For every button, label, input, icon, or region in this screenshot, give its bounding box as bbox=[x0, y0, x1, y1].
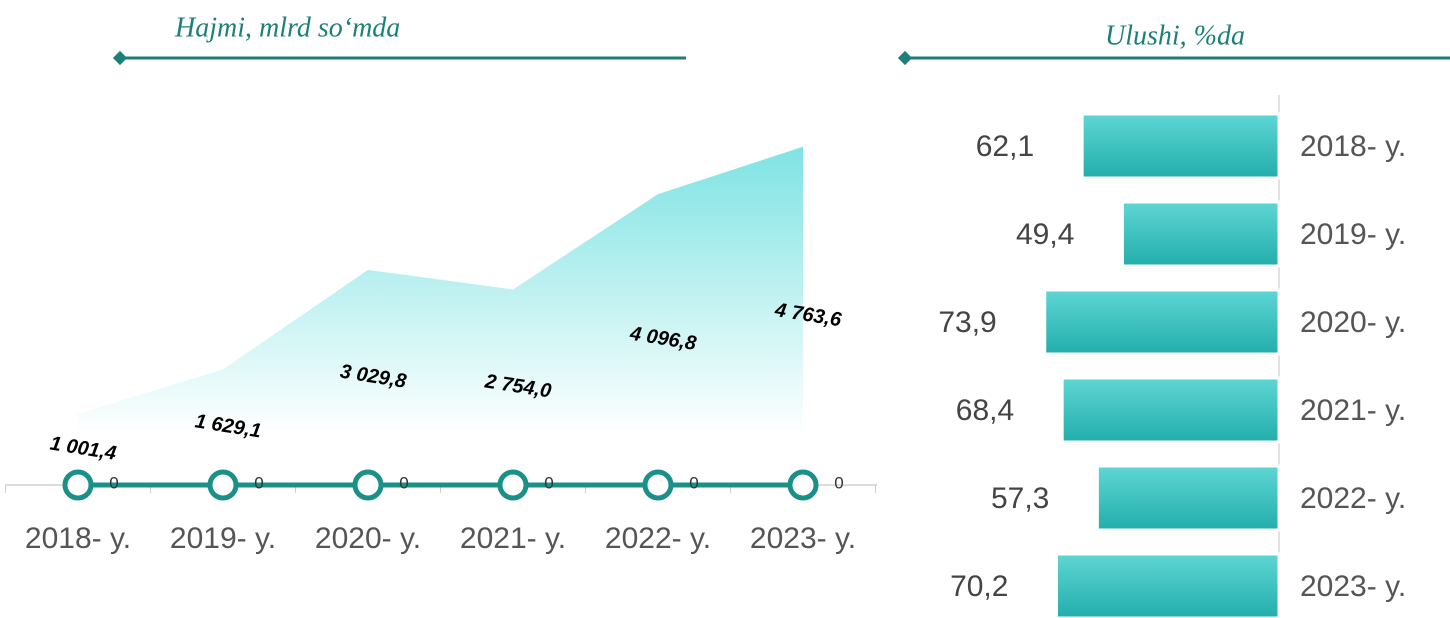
y-tick-label: 2018- y. bbox=[1300, 130, 1406, 163]
data-label: 68,4 bbox=[956, 394, 1014, 427]
data-label: 0 bbox=[544, 473, 553, 492]
y-tick-label: 2019- y. bbox=[1300, 218, 1406, 251]
marker bbox=[207, 469, 239, 501]
data-label: 73,9 bbox=[938, 306, 996, 339]
bar bbox=[1060, 376, 1281, 444]
title-diamond bbox=[897, 50, 913, 66]
data-label: 57,3 bbox=[991, 482, 1049, 515]
marker bbox=[352, 469, 384, 501]
right-header: Ulushi, %da bbox=[897, 20, 1450, 66]
data-label: 0 bbox=[399, 473, 408, 492]
bar bbox=[1080, 112, 1281, 180]
x-tick-label: 2022- y. bbox=[605, 522, 711, 555]
bar bbox=[1043, 288, 1281, 356]
data-label: 70,2 bbox=[950, 570, 1008, 603]
x-tick-label: 2019- y. bbox=[170, 522, 276, 555]
bar bbox=[1095, 464, 1281, 532]
y-tick-label: 2022- y. bbox=[1300, 482, 1406, 515]
left-header: Hajmi, mlrd so‘mda bbox=[112, 12, 686, 66]
x-tick-label: 2020- y. bbox=[315, 522, 421, 555]
data-label: 0 bbox=[254, 473, 263, 492]
area bbox=[78, 146, 803, 485]
x-tick-label: 2023- y. bbox=[750, 522, 856, 555]
chart-title: Ulushi, %da bbox=[1105, 20, 1245, 51]
data-label: 0 bbox=[834, 473, 843, 492]
marker bbox=[787, 469, 819, 501]
data-label: 49,4 bbox=[1016, 218, 1074, 251]
marker bbox=[497, 469, 529, 501]
y-tick-label: 2023- y. bbox=[1300, 570, 1406, 603]
marker bbox=[62, 469, 94, 501]
bar bbox=[1120, 200, 1281, 268]
x-tick-label: 2021- y. bbox=[460, 522, 566, 555]
y-tick-label: 2020- y. bbox=[1300, 306, 1406, 339]
marker bbox=[642, 469, 674, 501]
title-diamond bbox=[112, 50, 128, 66]
data-label: 0 bbox=[689, 473, 698, 492]
data-label: 0 bbox=[109, 473, 118, 492]
y-tick-label: 2021- y. bbox=[1300, 394, 1406, 427]
chart-title: Hajmi, mlrd so‘mda bbox=[174, 12, 400, 43]
data-label: 62,1 bbox=[976, 130, 1034, 163]
x-tick-label: 2018- y. bbox=[25, 522, 131, 555]
bar bbox=[1054, 552, 1281, 618]
